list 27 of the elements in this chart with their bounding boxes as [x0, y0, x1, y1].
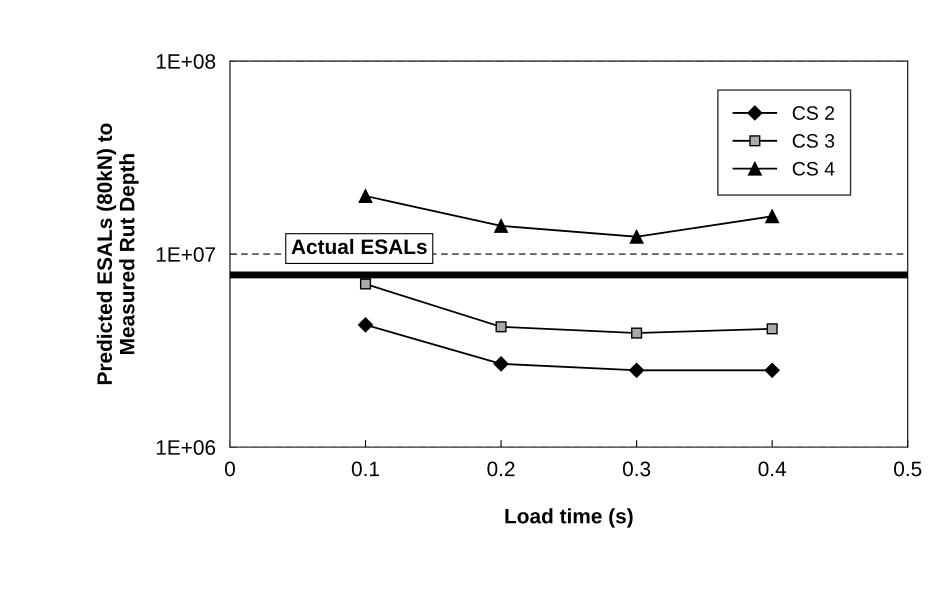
point [765, 209, 780, 224]
point [358, 317, 374, 332]
x-tick-label: 0 [224, 462, 235, 476]
point [629, 362, 644, 378]
point [360, 278, 372, 290]
point [766, 323, 778, 334]
point [358, 189, 372, 203]
point [494, 218, 508, 233]
point [496, 321, 507, 332]
point [630, 230, 644, 244]
y-tick-label: 1E+06 [156, 440, 216, 455]
x-tick-label: 0.1 [352, 462, 379, 476]
legend-label: CS 4 [792, 162, 834, 176]
point [764, 362, 780, 378]
legend-label: CS 2 [792, 106, 834, 120]
legend-label: CS 3 [792, 134, 834, 148]
x-axis-title: Load time (s) [505, 508, 633, 528]
point [493, 356, 509, 372]
ref-line-label: Actual ESALs [291, 238, 427, 254]
x-tick-label: 0.2 [487, 462, 514, 476]
y-axis-title: Predicted ESALs (80kN) to Measured Rut Depth [96, 124, 139, 384]
y-tick-label: 1E+08 [156, 54, 216, 69]
x-tick-label: 0.3 [622, 462, 650, 476]
y-tick-label: 1E+07 [156, 247, 216, 262]
point [631, 327, 642, 339]
x-tick-label: 0.5 [894, 462, 922, 476]
x-tick-label: 0.4 [758, 462, 786, 476]
